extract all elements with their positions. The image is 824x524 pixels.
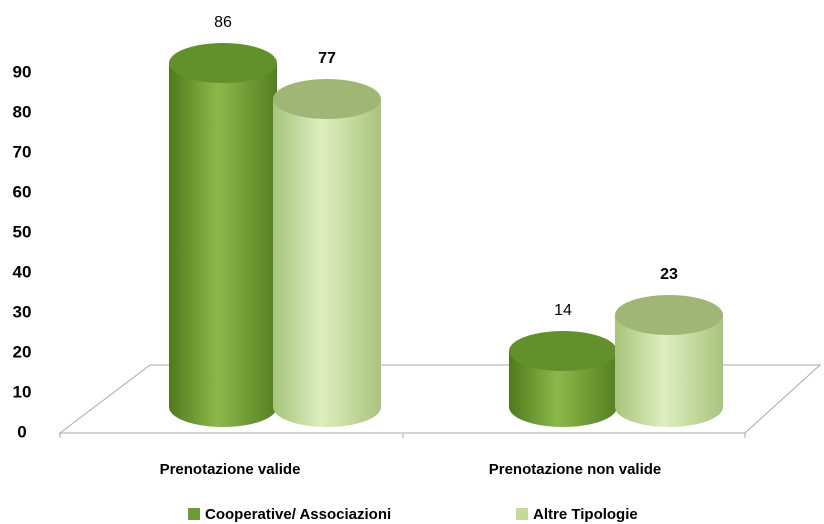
value-label: 86 — [214, 14, 232, 31]
x-tick-label: Prenotazione valide — [160, 461, 301, 478]
legend-swatch — [516, 508, 528, 520]
cylinder-top — [509, 331, 617, 371]
y-tick-label: 10 — [13, 382, 32, 401]
floor — [58, 364, 822, 434]
cylinder — [169, 63, 277, 427]
cylinder-top — [169, 43, 277, 83]
y-tick-label: 90 — [13, 62, 32, 81]
y-tick-label: 80 — [13, 102, 32, 121]
legend-swatch — [188, 508, 200, 520]
cylinder — [509, 351, 617, 427]
y-tick-label: 30 — [13, 302, 32, 321]
y-tick-label: 50 — [13, 222, 32, 241]
legend-label: Cooperative/ Associazioni — [205, 506, 391, 523]
value-label: 23 — [660, 266, 678, 283]
y-tick-label: 20 — [13, 342, 32, 361]
legend-label: Altre Tipologie — [533, 506, 638, 523]
cylinder — [273, 99, 381, 427]
y-tick-label: 60 — [13, 182, 32, 201]
cylinder-top — [273, 79, 381, 119]
x-tick-label: Prenotazione non valide — [489, 461, 662, 478]
cylinder-top — [615, 295, 723, 335]
y-tick-label: 70 — [13, 142, 32, 161]
cylinder — [615, 315, 723, 427]
value-label: 77 — [318, 50, 336, 67]
y-tick-label: 40 — [13, 262, 32, 281]
y-tick-label: 0 — [17, 422, 26, 441]
value-label: 14 — [554, 302, 572, 319]
